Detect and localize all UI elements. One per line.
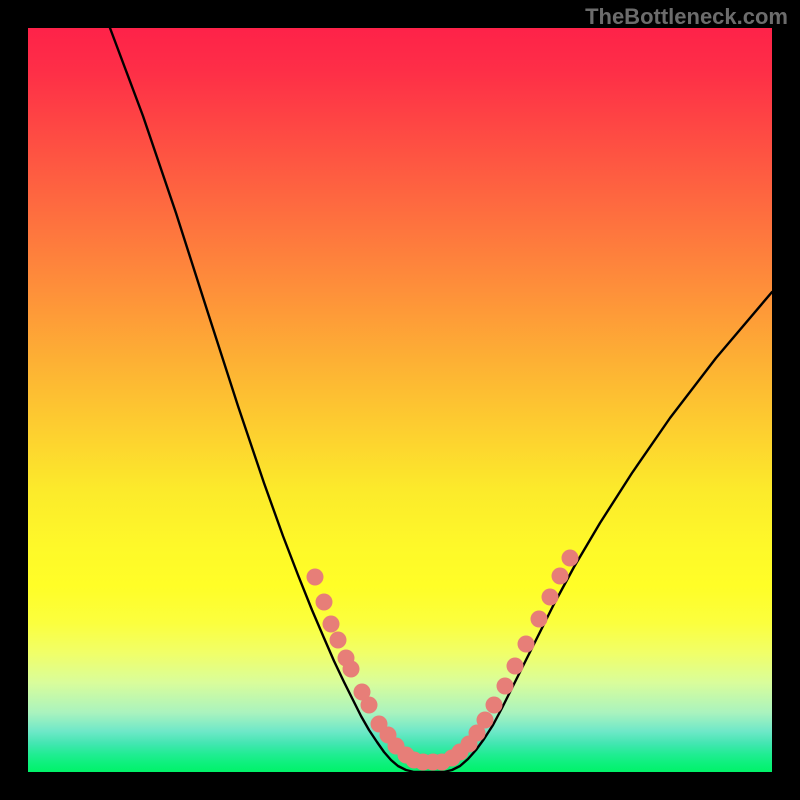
marker-dot (316, 594, 333, 611)
watermark-text: TheBottleneck.com (585, 4, 788, 30)
marker-dot (552, 568, 569, 585)
chart-frame: TheBottleneck.com (0, 0, 800, 800)
chart-svg (0, 0, 800, 800)
marker-dot (486, 697, 503, 714)
marker-dot (343, 661, 360, 678)
marker-dot (330, 632, 347, 649)
marker-dot (361, 697, 378, 714)
marker-dot (323, 616, 340, 633)
marker-dot (531, 611, 548, 628)
marker-dot (497, 678, 514, 695)
marker-dot (307, 569, 324, 586)
marker-dot (562, 550, 579, 567)
plot-background (28, 28, 772, 772)
marker-dot (477, 712, 494, 729)
marker-dot (507, 658, 524, 675)
marker-dot (518, 636, 535, 653)
marker-dot (542, 589, 559, 606)
